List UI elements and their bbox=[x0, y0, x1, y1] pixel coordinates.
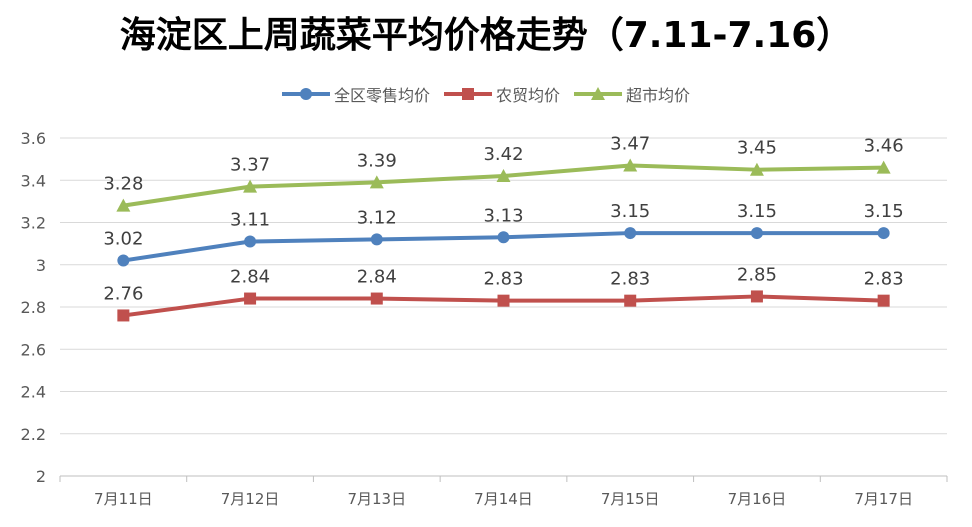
chart-title: 海淀区上周蔬菜平均价格走势（7.11-7.16） bbox=[119, 15, 853, 56]
data-point bbox=[749, 162, 764, 176]
data-label: 3.13 bbox=[483, 205, 523, 226]
data-label: 2.84 bbox=[357, 267, 397, 288]
legend-swatch-retail bbox=[281, 88, 330, 100]
x-tick-label: 7月11日 bbox=[94, 490, 153, 508]
data-label: 3.15 bbox=[737, 201, 777, 222]
data-point bbox=[497, 294, 510, 307]
y-tick-label: 3.2 bbox=[21, 214, 46, 233]
data-point bbox=[244, 292, 257, 305]
data-point bbox=[497, 231, 510, 244]
y-tick-label: 2.6 bbox=[21, 340, 46, 359]
data-label: 3.11 bbox=[230, 210, 270, 231]
data-point bbox=[116, 198, 131, 212]
data-label: 2.83 bbox=[610, 269, 650, 290]
data-label: 2.83 bbox=[483, 269, 523, 290]
data-label: 3.02 bbox=[103, 229, 143, 250]
data-label: 3.47 bbox=[610, 133, 650, 154]
data-label: 2.83 bbox=[864, 269, 904, 290]
legend: 全区零售均价 农贸均价 超市均价 bbox=[0, 80, 972, 108]
y-tick-label: 3.6 bbox=[21, 129, 46, 148]
data-label: 3.15 bbox=[610, 201, 650, 222]
y-tick-label: 2.4 bbox=[21, 383, 46, 402]
legend-label-supermarket: 超市均价 bbox=[626, 86, 691, 105]
data-point bbox=[117, 309, 130, 322]
data-point bbox=[877, 227, 890, 240]
data-point bbox=[877, 294, 890, 307]
legend-item-retail: 全区零售均价 bbox=[281, 82, 430, 106]
data-label: 2.76 bbox=[103, 283, 143, 304]
data-point bbox=[623, 158, 638, 172]
data-point bbox=[624, 227, 637, 240]
data-label: 3.28 bbox=[103, 174, 143, 195]
data-label: 3.15 bbox=[864, 201, 904, 222]
legend-item-market: 农贸均价 bbox=[443, 82, 560, 106]
data-label: 2.85 bbox=[737, 264, 777, 285]
data-point bbox=[370, 233, 383, 246]
x-tick-label: 7月15日 bbox=[601, 490, 660, 508]
data-label: 2.84 bbox=[230, 267, 270, 288]
x-tick-label: 7月14日 bbox=[474, 490, 533, 508]
data-point bbox=[369, 175, 384, 189]
legend-swatch-supermarket bbox=[574, 87, 622, 100]
x-tick-label: 7月16日 bbox=[728, 490, 787, 508]
x-tick-label: 7月17日 bbox=[854, 490, 913, 508]
legend-label-retail: 全区零售均价 bbox=[333, 86, 430, 105]
data-label: 3.45 bbox=[737, 138, 777, 159]
data-point bbox=[244, 235, 257, 248]
y-tick-label: 2 bbox=[36, 467, 46, 486]
x-tick-label: 7月12日 bbox=[221, 490, 280, 508]
data-point bbox=[750, 290, 763, 303]
legend-item-supermarket: 超市均价 bbox=[574, 82, 690, 106]
y-tick-label: 2.8 bbox=[21, 298, 46, 317]
x-tick-label: 7月13日 bbox=[347, 490, 406, 508]
data-label: 3.46 bbox=[864, 136, 904, 157]
y-tick-label: 3 bbox=[36, 256, 46, 275]
data-point bbox=[117, 254, 130, 267]
data-label: 3.12 bbox=[357, 207, 397, 228]
legend-label-market: 农贸均价 bbox=[495, 86, 560, 105]
data-point bbox=[243, 179, 258, 193]
data-label: 3.37 bbox=[230, 155, 270, 176]
data-point bbox=[750, 227, 763, 240]
data-label: 3.42 bbox=[483, 144, 523, 165]
y-tick-label: 3.4 bbox=[21, 171, 46, 190]
data-point bbox=[876, 160, 891, 174]
data-point bbox=[624, 294, 637, 307]
data-point bbox=[496, 169, 511, 183]
data-label: 3.39 bbox=[357, 150, 397, 171]
legend-swatch-market bbox=[443, 88, 492, 100]
data-point bbox=[370, 292, 383, 305]
y-tick-label: 2.2 bbox=[21, 425, 46, 444]
